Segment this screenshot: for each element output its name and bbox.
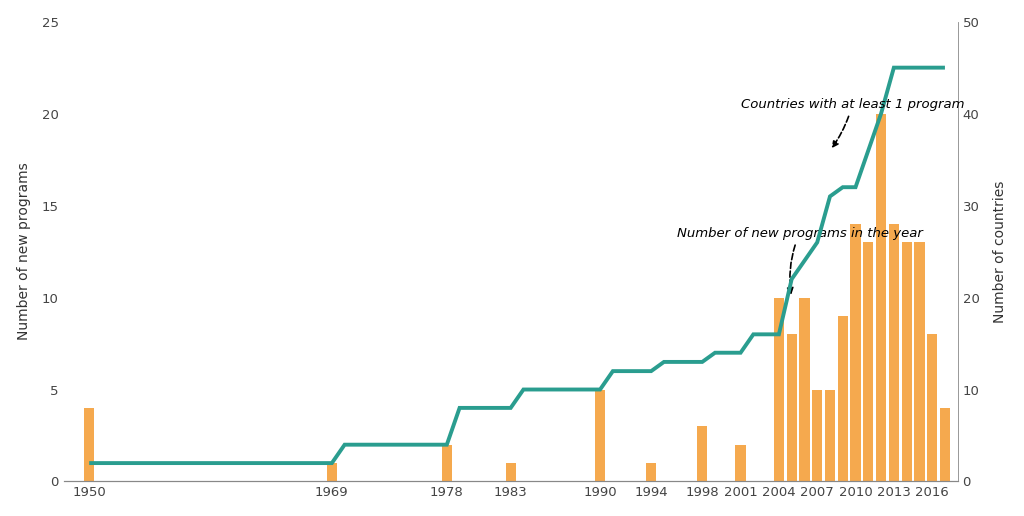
- Bar: [800, 298, 810, 481]
- Bar: [940, 408, 950, 481]
- Bar: [441, 445, 452, 481]
- Bar: [697, 426, 708, 481]
- Bar: [914, 243, 925, 481]
- Bar: [927, 334, 937, 481]
- Bar: [774, 298, 784, 481]
- Bar: [863, 243, 873, 481]
- Bar: [646, 463, 656, 481]
- Text: Countries with at least 1 program: Countries with at least 1 program: [740, 98, 964, 147]
- Bar: [735, 445, 745, 481]
- Bar: [838, 316, 848, 481]
- Bar: [825, 390, 836, 481]
- Bar: [901, 243, 911, 481]
- Bar: [812, 390, 822, 481]
- Text: Number of new programs in the year: Number of new programs in the year: [677, 227, 923, 293]
- Bar: [327, 463, 337, 481]
- Bar: [84, 408, 94, 481]
- Y-axis label: Number of new programs: Number of new programs: [16, 163, 31, 341]
- Bar: [850, 224, 860, 481]
- Bar: [889, 224, 899, 481]
- Bar: [506, 463, 516, 481]
- Y-axis label: Number of countries: Number of countries: [993, 181, 1008, 322]
- Bar: [595, 390, 605, 481]
- Bar: [786, 334, 797, 481]
- Bar: [876, 114, 886, 481]
